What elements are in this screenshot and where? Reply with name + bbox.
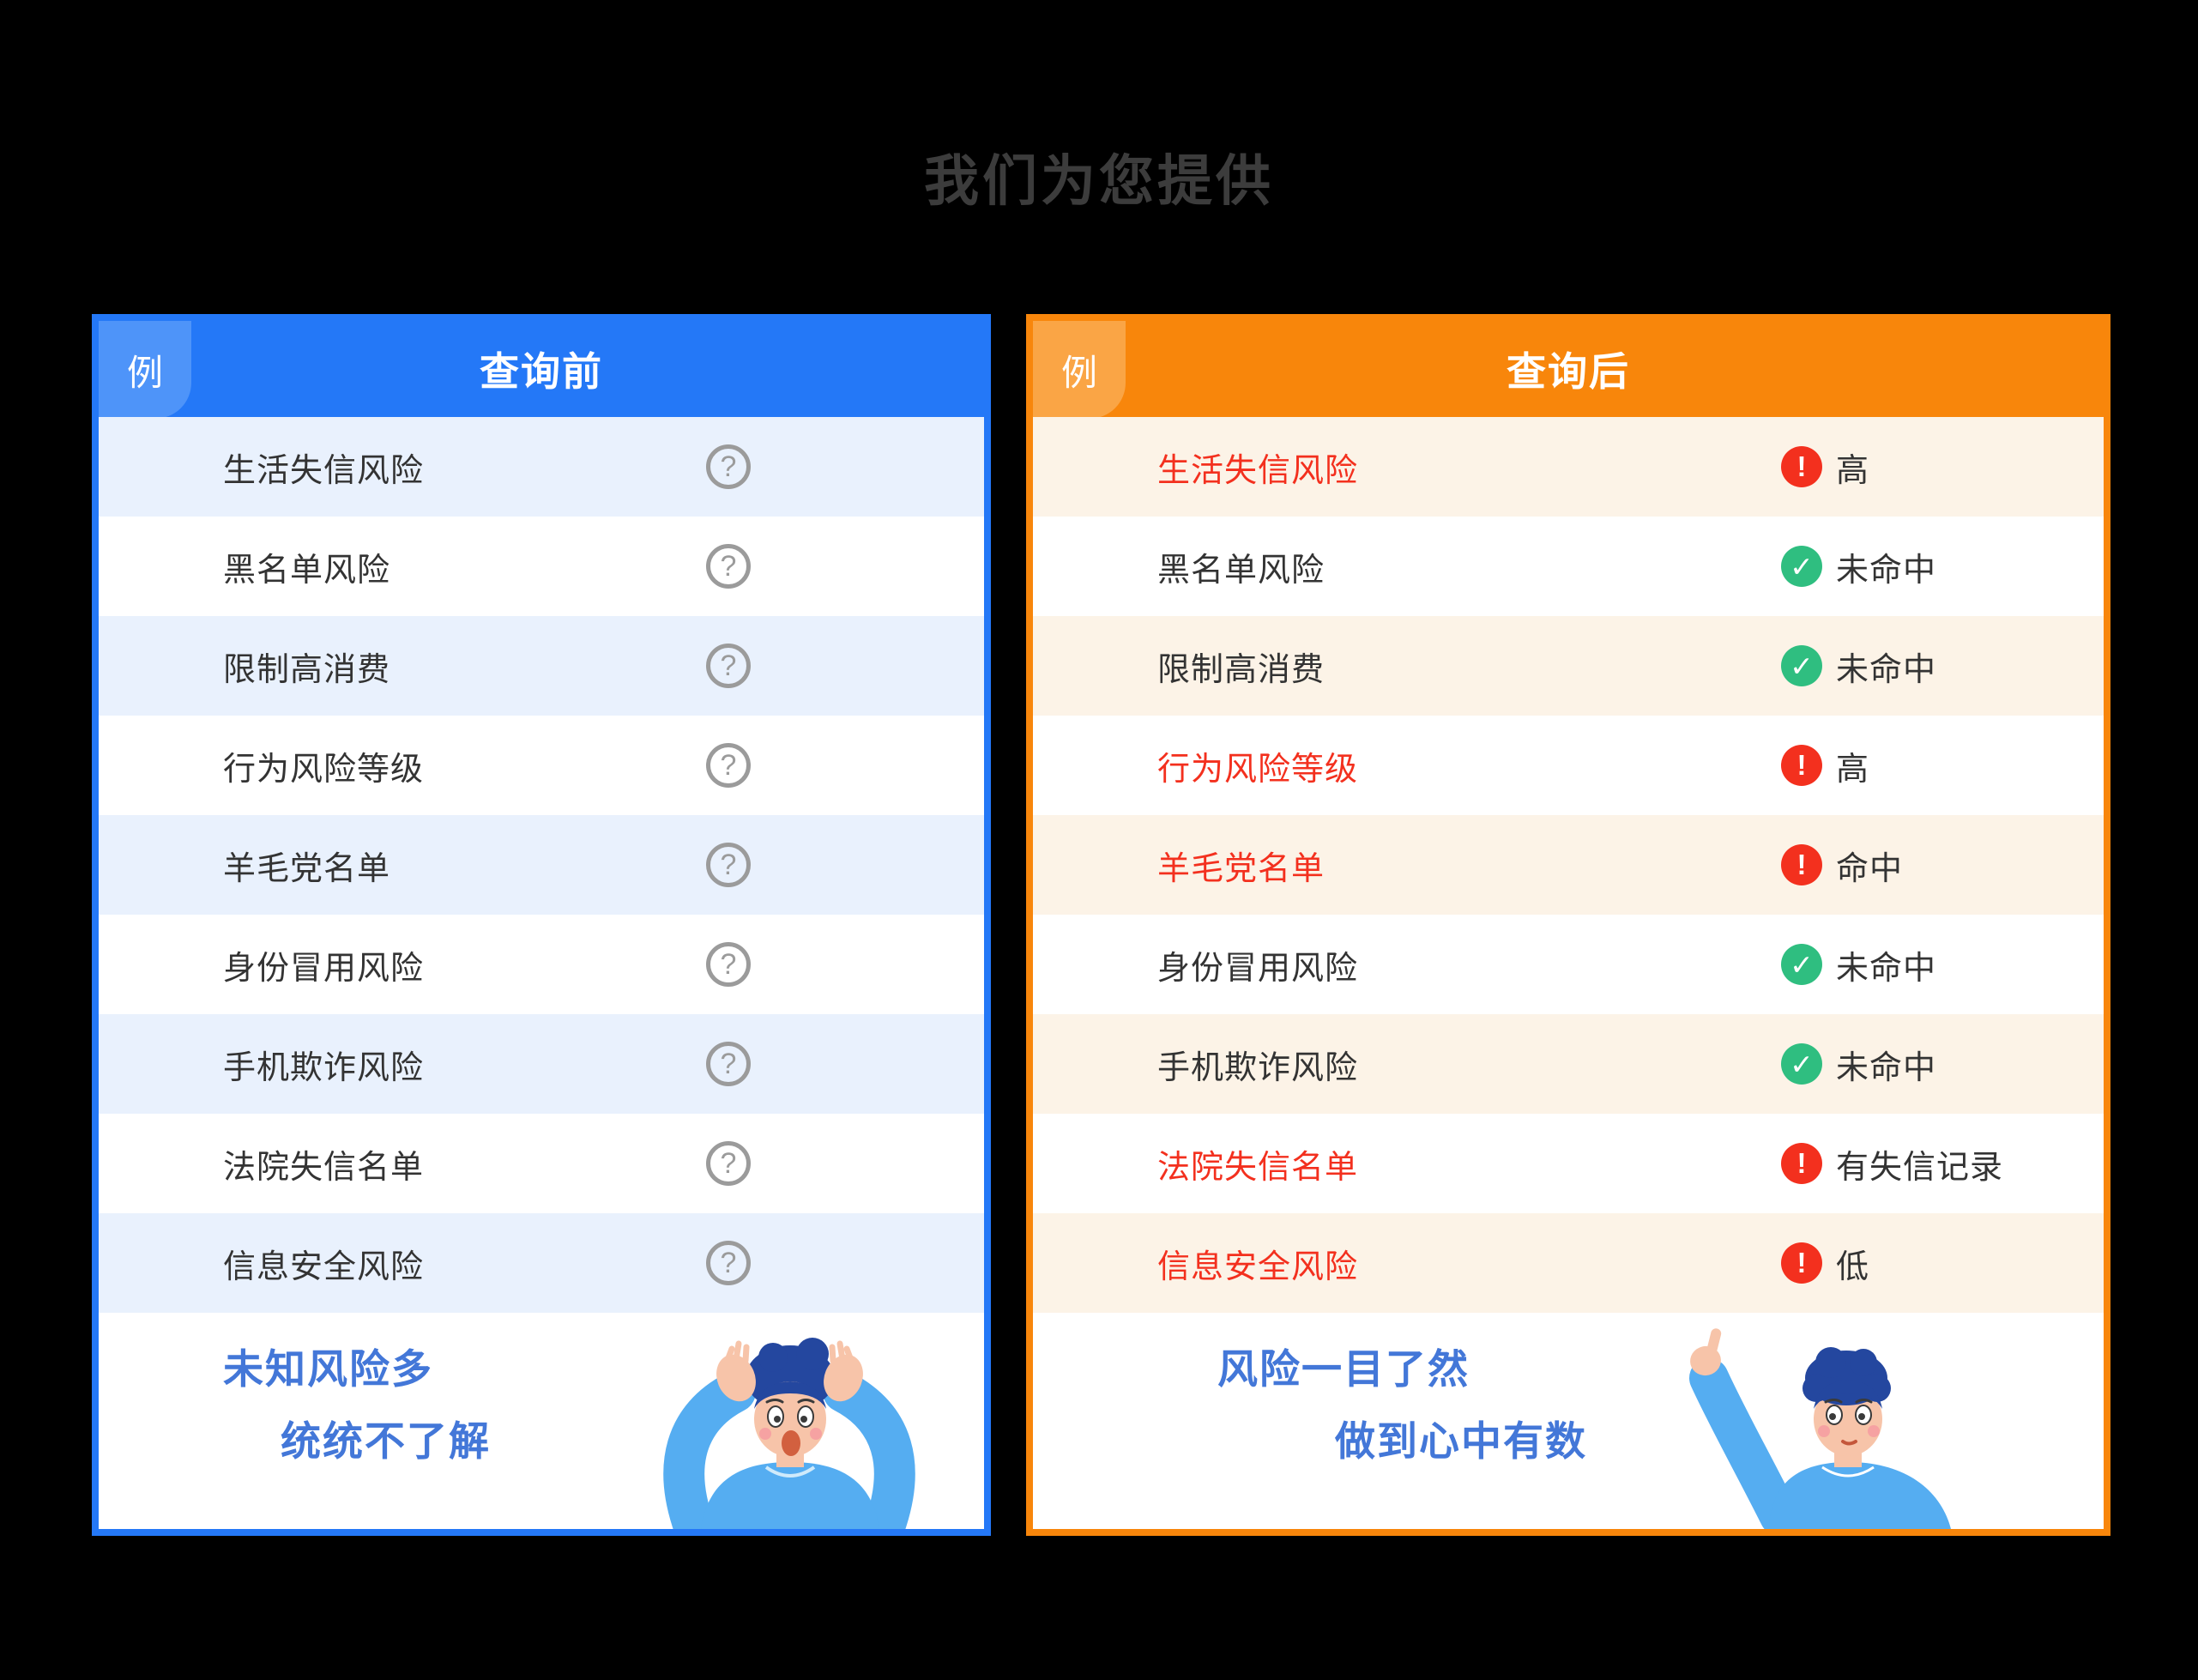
row-label: 信息安全风险: [223, 1248, 425, 1285]
after-panel-header: 例 查询后: [1033, 321, 2104, 419]
question-mark-icon: ?: [706, 843, 751, 887]
row-label: 法院失信名单: [223, 1149, 425, 1186]
status-text: 有失信记录: [1836, 1149, 2004, 1186]
row-label: 黑名单风险: [223, 552, 391, 589]
status-text: 低: [1836, 1248, 1870, 1285]
before-table-row: 身份冒用风险?: [99, 915, 984, 1014]
check-icon: ✓: [1781, 546, 1822, 587]
before-rows: 生活失信风险? 黑名单风险? 限制高消费? 行为风险等级? 羊毛党名单? 身份冒用风险? 手…: [99, 417, 984, 1313]
page-title: 我们为您提供: [924, 150, 1274, 212]
after-table-row: 行为风险等级! 高: [1033, 716, 2104, 815]
before-panel: 例 查询前 生活失信风险? 黑名单风险? 限制高消费? 行为风险等级? 羊毛党名单? 身份…: [92, 314, 991, 1536]
status: ✓ 未命中: [1781, 1041, 1936, 1088]
check-icon: ✓: [1781, 1043, 1822, 1085]
after-table-row: 法院失信名单! 有失信记录: [1033, 1114, 2104, 1213]
row-label: 信息安全风险: [1157, 1248, 1359, 1285]
after-table-row: 身份冒用风险 ✓ 未命中: [1033, 915, 2104, 1014]
row-label: 身份冒用风险: [1157, 950, 1359, 987]
status: ! 低: [1781, 1240, 1869, 1287]
question-mark-icon: ?: [706, 743, 751, 788]
after-panel: 例 查询后 生活失信风险! 高黑名单风险 ✓ 未命中 限制高消费 ✓ 未命中 行为风险等级! 高…: [1026, 314, 2110, 1536]
example-badge: 例: [99, 321, 191, 419]
row-label: 手机欺诈风险: [1157, 1049, 1359, 1086]
before-table-row: 行为风险等级?: [99, 716, 984, 815]
after-panel-footer: 风险一目了然 做到心中有数: [1033, 1313, 2104, 1529]
status: ! 高: [1781, 444, 1869, 491]
after-table-row: 黑名单风险 ✓ 未命中: [1033, 517, 2104, 616]
before-caption: 未知风险多 统统不了解: [99, 1333, 491, 1478]
before-caption-line1: 未知风险多: [223, 1346, 433, 1392]
status: ✓ 未命中: [1781, 643, 1936, 690]
before-panel-footer: 未知风险多 统统不了解: [99, 1313, 984, 1529]
row-label: 行为风险等级: [223, 751, 425, 788]
status: ! 命中: [1781, 842, 1903, 889]
status: ! 高: [1781, 742, 1869, 789]
before-caption-line2: 统统不了解: [281, 1418, 491, 1464]
question-mark-icon: ?: [706, 1141, 751, 1186]
status: ✓ 未命中: [1781, 543, 1936, 590]
question-mark-icon: ?: [706, 1241, 751, 1285]
question-mark-icon: ?: [706, 644, 751, 688]
row-label: 生活失信风险: [1157, 452, 1359, 489]
before-panel-header: 例 查询前: [99, 321, 984, 419]
example-badge: 例: [1033, 321, 1126, 419]
check-icon: ✓: [1781, 645, 1822, 686]
before-table-row: 限制高消费?: [99, 616, 984, 716]
before-table-row: 法院失信名单?: [99, 1114, 984, 1213]
status: ✓ 未命中: [1781, 941, 1936, 988]
row-label: 羊毛党名单: [223, 850, 391, 887]
question-mark-icon: ?: [706, 444, 751, 489]
thumbs-up-person-illustration: [1689, 1328, 1951, 1529]
after-table-row: 生活失信风险! 高: [1033, 417, 2104, 517]
after-table-row: 限制高消费 ✓ 未命中: [1033, 616, 2104, 716]
before-table-row: 信息安全风险?: [99, 1213, 984, 1313]
after-caption-line2: 做到心中有数: [1335, 1418, 1587, 1464]
status-text: 未命中: [1836, 950, 1937, 987]
check-icon: ✓: [1781, 944, 1822, 985]
exclamation-icon: !: [1781, 745, 1822, 786]
status: ! 有失信记录: [1781, 1140, 2003, 1187]
exclamation-icon: !: [1781, 1242, 1822, 1284]
status-text: 未命中: [1836, 552, 1937, 589]
after-panel-title: 查询后: [1507, 349, 1630, 394]
before-table-row: 羊毛党名单?: [99, 815, 984, 915]
row-label: 生活失信风险: [223, 452, 425, 489]
row-label: 法院失信名单: [1157, 1149, 1359, 1186]
before-panel-title: 查询前: [480, 349, 603, 394]
exclamation-icon: !: [1781, 1143, 1822, 1184]
row-label: 羊毛党名单: [1157, 850, 1325, 887]
question-mark-icon: ?: [706, 1042, 751, 1086]
confused-person-illustration: [663, 1338, 915, 1529]
status-text: 未命中: [1836, 1049, 1937, 1086]
status-text: 高: [1836, 452, 1870, 489]
question-mark-icon: ?: [706, 544, 751, 589]
exclamation-icon: !: [1781, 446, 1822, 487]
before-table-row: 手机欺诈风险?: [99, 1014, 984, 1114]
status-text: 高: [1836, 751, 1870, 788]
row-label: 身份冒用风险: [223, 950, 425, 987]
exclamation-icon: !: [1781, 844, 1822, 885]
row-label: 手机欺诈风险: [223, 1049, 425, 1086]
question-mark-icon: ?: [706, 942, 751, 987]
status-text: 未命中: [1836, 651, 1937, 688]
row-label: 限制高消费: [1157, 651, 1325, 688]
before-table-row: 生活失信风险?: [99, 417, 984, 517]
status-text: 命中: [1836, 850, 1904, 887]
after-table-row: 信息安全风险! 低: [1033, 1213, 2104, 1313]
before-table-row: 黑名单风险?: [99, 517, 984, 616]
after-caption: 风险一目了然 做到心中有数: [1033, 1333, 1587, 1478]
after-table-row: 羊毛党名单! 命中: [1033, 815, 2104, 915]
row-label: 黑名单风险: [1157, 552, 1325, 589]
after-caption-line1: 风险一目了然: [1217, 1346, 1470, 1392]
after-rows: 生活失信风险! 高黑名单风险 ✓ 未命中 限制高消费 ✓ 未命中 行为风险等级! 高羊毛党名单!…: [1033, 417, 2104, 1313]
after-table-row: 手机欺诈风险 ✓ 未命中: [1033, 1014, 2104, 1114]
row-label: 行为风险等级: [1157, 751, 1359, 788]
row-label: 限制高消费: [223, 651, 391, 688]
